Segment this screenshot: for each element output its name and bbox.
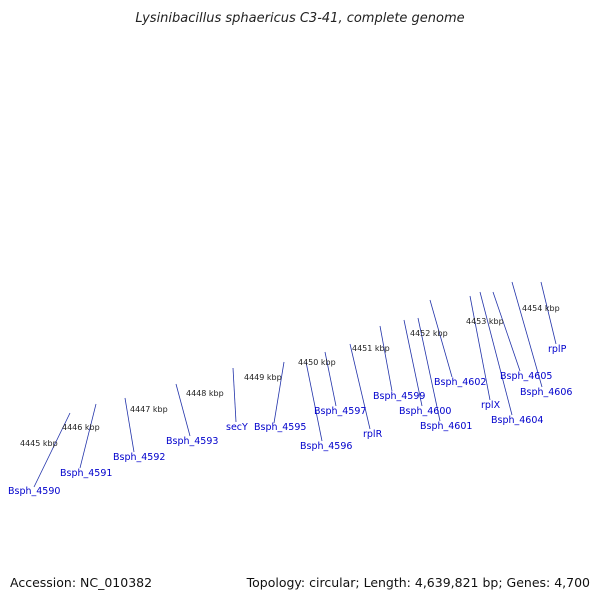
page-title: Lysinibacillus sphaericus C3-41, complet…	[135, 11, 465, 26]
gene-label: Bsph_4591	[60, 468, 112, 479]
label-leader-line	[324, 351, 337, 407]
label-leader-line	[469, 295, 491, 401]
topology-text: Topology: circular; Length: 4,639,821 bp…	[246, 575, 590, 590]
kbp-label: 4448 kbp	[186, 389, 224, 398]
kbp-label: 4446 kbp	[62, 423, 100, 432]
gene-label: Bsph_4600	[399, 406, 451, 417]
label-leader-line	[175, 383, 191, 437]
kbp-label: 4449 kbp	[244, 373, 282, 382]
label-leader-line	[273, 361, 285, 424]
gene-label: Bsph_4595	[254, 422, 306, 433]
label-leader-line	[349, 343, 371, 430]
gene-label: Bsph_4596	[300, 441, 352, 452]
kbp-label: 4453 kbp	[466, 317, 504, 326]
kbp-label: 4451 kbp	[352, 344, 390, 353]
gene-label: Bsph_4599	[373, 391, 425, 402]
gene-label: rplP	[548, 344, 567, 355]
label-leader-line	[379, 325, 393, 392]
gene-label: Bsph_4601	[420, 421, 472, 432]
label-leader-line	[124, 397, 135, 453]
label-leaders	[33, 281, 557, 488]
kbp-label: 4452 kbp	[410, 329, 448, 338]
label-leader-line	[305, 361, 323, 442]
label-leader-line	[79, 403, 97, 469]
gene-label: rplX	[481, 400, 501, 411]
label-leader-line	[540, 281, 557, 345]
gene-label: Bsph_4604	[491, 415, 543, 426]
kbp-label: 4454 kbp	[522, 304, 560, 313]
gene-label: Bsph_4592	[113, 452, 165, 463]
label-leader-line	[511, 281, 543, 388]
label-leader-line	[232, 367, 237, 423]
label-leader-line	[492, 291, 521, 372]
kbp-label: 4450 kbp	[298, 358, 336, 367]
gene-label: Bsph_4606	[520, 387, 572, 398]
label-leader-line	[403, 319, 423, 407]
kbp-label: 4445 kbp	[20, 439, 58, 448]
gene-label: secY	[226, 422, 248, 433]
kbp-scale-labels: 4445 kbp 4446 kbp 4447 kbp 4448 kbp 4449 kbp…	[20, 304, 560, 448]
label-leader-line	[417, 317, 441, 422]
label-leader-line	[429, 299, 453, 378]
gene-label: Bsph_4597	[314, 406, 366, 417]
gene-label: Bsph_4590	[8, 486, 60, 497]
label-leader-line	[33, 412, 71, 488]
kbp-label: 4447 kbp	[130, 405, 168, 414]
accession-text: Accession: NC_010382	[10, 575, 153, 590]
label-leader-line	[479, 291, 513, 416]
gene-label: Bsph_4602	[434, 377, 486, 388]
gene-label: Bsph_4593	[166, 436, 218, 447]
gene-label: rplR	[363, 429, 383, 440]
gene-label: Bsph_4605	[500, 371, 552, 382]
